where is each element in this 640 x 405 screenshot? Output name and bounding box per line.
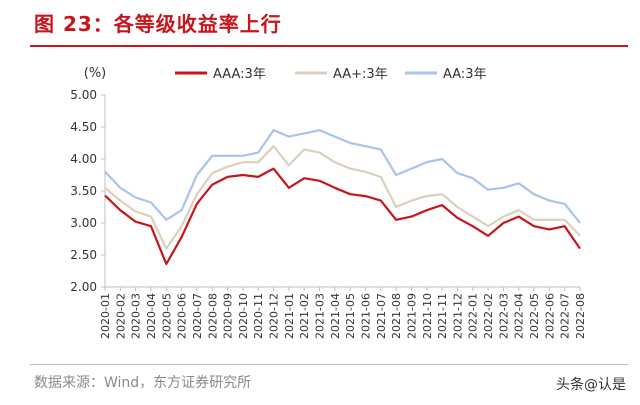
y-tick-label: 5.00: [70, 88, 97, 102]
x-tick-label: 2021-01: [283, 293, 296, 339]
x-tick-label: 2022-02: [482, 293, 495, 339]
x-tick-label: 2021-07: [375, 293, 388, 339]
watermark-text: 头条@认是: [556, 377, 626, 393]
x-tick-label: 2021-04: [329, 293, 342, 339]
series-line-0: [104, 167, 581, 266]
title-rule: [30, 45, 628, 47]
x-tick-label: 2022-06: [543, 293, 556, 339]
legend-label-2: AA:3年: [443, 67, 487, 82]
x-tick-label: 2020-07: [191, 293, 204, 339]
x-tick-label: 2020-06: [176, 293, 189, 339]
x-tick-label: 2020-08: [206, 293, 219, 339]
x-tick-label: 2020-12: [268, 293, 281, 339]
x-tick-label: 2021-12: [451, 293, 464, 339]
x-tick-label: 2022-01: [467, 293, 480, 339]
legend-label-1: AA+:3年: [333, 67, 388, 82]
x-tick-label: 2021-09: [405, 293, 418, 339]
bottom-rule: [30, 364, 628, 365]
x-tick-label: 2021-08: [390, 293, 403, 339]
y-tick-label: 3.00: [70, 216, 97, 230]
x-tick-label: 2020-11: [252, 293, 265, 339]
y-tick-label: 4.50: [70, 120, 97, 134]
series-line-1: [104, 145, 581, 250]
x-tick-label: 2020-02: [114, 293, 127, 339]
x-tick-label: 2021-03: [314, 293, 327, 339]
y-tick-label: 2.50: [70, 248, 97, 262]
x-tick-label: 2020-10: [237, 293, 250, 339]
x-tick-label: 2020-09: [222, 293, 235, 339]
legend-label-0: AAA:3年: [213, 67, 266, 82]
y-tick-label: 4.00: [70, 152, 97, 166]
x-tick-label: 2020-05: [160, 293, 173, 339]
y-axis-unit-label: (%): [84, 66, 107, 81]
x-tick-label: 2020-01: [99, 293, 112, 339]
chart-container: (%) 5.00 4.50 4.00 3.50 3.00 2.50 2.00 2020-01 20…: [0, 50, 640, 350]
series-line-2: [104, 129, 581, 224]
source-note: 数据来源：Wind，东方证券研究所: [34, 375, 252, 391]
x-tick-label: 2022-08: [574, 293, 587, 339]
figure-title: 图 23：各等级收益率上行: [34, 12, 282, 36]
x-tick-label: 2022-05: [528, 293, 541, 339]
x-tick-label: 2021-06: [359, 293, 372, 339]
x-tick-label: 2022-07: [559, 293, 572, 339]
x-tick-label: 2022-04: [513, 293, 526, 339]
x-tick-label: 2020-04: [145, 293, 158, 339]
x-tick-label: 2021-10: [421, 293, 434, 339]
y-tick-label: 3.50: [70, 184, 97, 198]
x-tick-label: 2022-03: [497, 293, 510, 339]
x-tick-label: 2020-03: [130, 293, 143, 339]
x-tick-label: 2021-11: [436, 293, 449, 339]
y-tick-label: 2.00: [70, 280, 97, 294]
x-tick-label: 2021-05: [344, 293, 357, 339]
x-tick-label: 2021-02: [298, 293, 311, 339]
